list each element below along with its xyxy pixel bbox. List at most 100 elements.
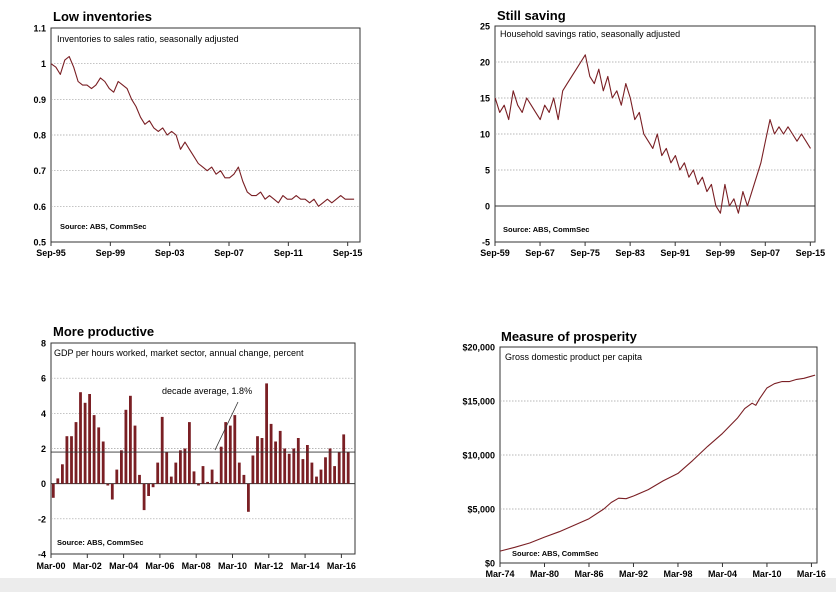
bar bbox=[101, 441, 105, 484]
bar bbox=[315, 476, 318, 484]
x-tick-label: Mar-02 bbox=[73, 561, 102, 571]
bar bbox=[56, 478, 60, 484]
y-tick-label: 0.8 bbox=[33, 131, 46, 141]
x-tick-label: Sep-67 bbox=[525, 248, 555, 258]
x-tick-label: Mar-98 bbox=[663, 569, 692, 579]
bar bbox=[247, 483, 250, 512]
chart-subtitle: Gross domestic product per capita bbox=[505, 352, 642, 362]
bar bbox=[138, 474, 141, 484]
bar bbox=[283, 448, 287, 484]
bar bbox=[165, 452, 169, 484]
x-tick-label: Mar-10 bbox=[218, 561, 247, 571]
bar bbox=[70, 436, 73, 484]
bar bbox=[147, 483, 150, 496]
x-tick-label: Mar-06 bbox=[145, 561, 174, 571]
x-tick-label: Sep-07 bbox=[214, 248, 244, 258]
bar bbox=[301, 459, 305, 484]
y-tick-label: 5 bbox=[485, 166, 490, 176]
bar bbox=[269, 423, 273, 484]
chart-subtitle: GDP per hours worked, market sector, ann… bbox=[54, 348, 304, 358]
x-tick-label: Sep-91 bbox=[660, 248, 690, 258]
x-tick-label: Sep-75 bbox=[570, 248, 600, 258]
x-tick-label: Sep-03 bbox=[155, 248, 185, 258]
x-tick-label: Sep-11 bbox=[274, 248, 303, 258]
chart-inventories: Low inventories 0.5 0.6 0.7 0.8 0.9 1 1.1 Sep-95… bbox=[33, 9, 362, 258]
bar bbox=[174, 462, 178, 484]
bar bbox=[228, 425, 232, 484]
bar bbox=[61, 464, 64, 484]
bar bbox=[142, 483, 146, 511]
chart-source: Source: ABS, CommSec bbox=[512, 549, 598, 558]
y-tick-label: 8 bbox=[41, 339, 46, 349]
y-tick-label: $5,000 bbox=[467, 505, 495, 515]
chart-subtitle: Household savings ratio, seasonally adju… bbox=[500, 29, 680, 39]
bar bbox=[346, 452, 350, 484]
bar bbox=[88, 394, 91, 484]
bar bbox=[79, 392, 82, 484]
y-tick-label: 15 bbox=[480, 94, 490, 104]
x-tick-label: Mar-74 bbox=[485, 569, 514, 579]
y-tick-label: 0 bbox=[41, 479, 46, 489]
bar bbox=[233, 415, 237, 484]
bar bbox=[151, 483, 155, 488]
y-tick-label: $10,000 bbox=[462, 451, 495, 461]
bar bbox=[106, 483, 110, 486]
bar bbox=[242, 474, 246, 484]
bar bbox=[156, 462, 160, 484]
y-tick-label: 0 bbox=[485, 202, 490, 212]
bar bbox=[342, 434, 346, 484]
bar bbox=[65, 436, 69, 484]
bar bbox=[265, 383, 268, 484]
bar bbox=[179, 450, 182, 484]
bar bbox=[192, 471, 196, 484]
bar bbox=[110, 483, 114, 500]
bar bbox=[328, 448, 332, 484]
y-tick-label: $15,000 bbox=[462, 397, 495, 407]
x-tick-label: Mar-12 bbox=[254, 561, 283, 571]
x-tick-label: Sep-83 bbox=[615, 248, 645, 258]
chart-title: Still saving bbox=[497, 8, 566, 23]
bar bbox=[333, 466, 336, 484]
x-tick-label: Sep-15 bbox=[333, 248, 363, 258]
x-tick-label: Mar-86 bbox=[574, 569, 603, 579]
bar bbox=[287, 453, 291, 484]
bar bbox=[319, 469, 323, 484]
annotation-pointer bbox=[214, 401, 239, 451]
bar bbox=[324, 457, 327, 484]
bar bbox=[92, 415, 96, 484]
bar bbox=[197, 483, 200, 486]
y-tick-label: -5 bbox=[482, 238, 490, 248]
bar bbox=[310, 462, 314, 484]
y-tick-label: -4 bbox=[38, 550, 46, 560]
x-tick-label: Mar-10 bbox=[752, 569, 781, 579]
series-line bbox=[499, 374, 816, 552]
bar bbox=[219, 446, 223, 484]
chart-source: Source: ABS, CommSec bbox=[503, 225, 589, 234]
bar bbox=[115, 469, 119, 484]
y-tick-label: 0.5 bbox=[33, 238, 46, 248]
bar bbox=[215, 481, 219, 484]
y-tick-label: 1 bbox=[41, 59, 46, 69]
y-tick-label: 10 bbox=[480, 130, 490, 140]
chart-productive: More productive -4 -2 0 2 4 6 8 Mar-00 Mar-02 Mar-… bbox=[36, 324, 355, 571]
bar bbox=[256, 436, 259, 484]
bar bbox=[292, 448, 296, 484]
y-tick-label: 0.9 bbox=[33, 95, 46, 105]
x-tick-label: Mar-00 bbox=[36, 561, 65, 571]
chart-title: Measure of prosperity bbox=[501, 329, 638, 344]
bar bbox=[296, 438, 300, 484]
bar bbox=[188, 422, 191, 484]
x-tick-label: Mar-04 bbox=[109, 561, 138, 571]
x-tick-label: Sep-59 bbox=[480, 248, 510, 258]
y-tick-label: 4 bbox=[41, 409, 46, 419]
bar bbox=[274, 441, 277, 484]
bar bbox=[183, 448, 187, 484]
y-tick-label: 20 bbox=[480, 58, 490, 68]
y-tick-label: 25 bbox=[480, 22, 490, 32]
y-tick-label: 2 bbox=[41, 444, 46, 454]
x-tick-label: Sep-95 bbox=[36, 248, 66, 258]
chart-source: Source: ABS, CommSec bbox=[60, 222, 146, 231]
bottom-strip bbox=[0, 578, 836, 592]
chart-subtitle: Inventories to sales ratio, seasonally a… bbox=[57, 34, 239, 44]
